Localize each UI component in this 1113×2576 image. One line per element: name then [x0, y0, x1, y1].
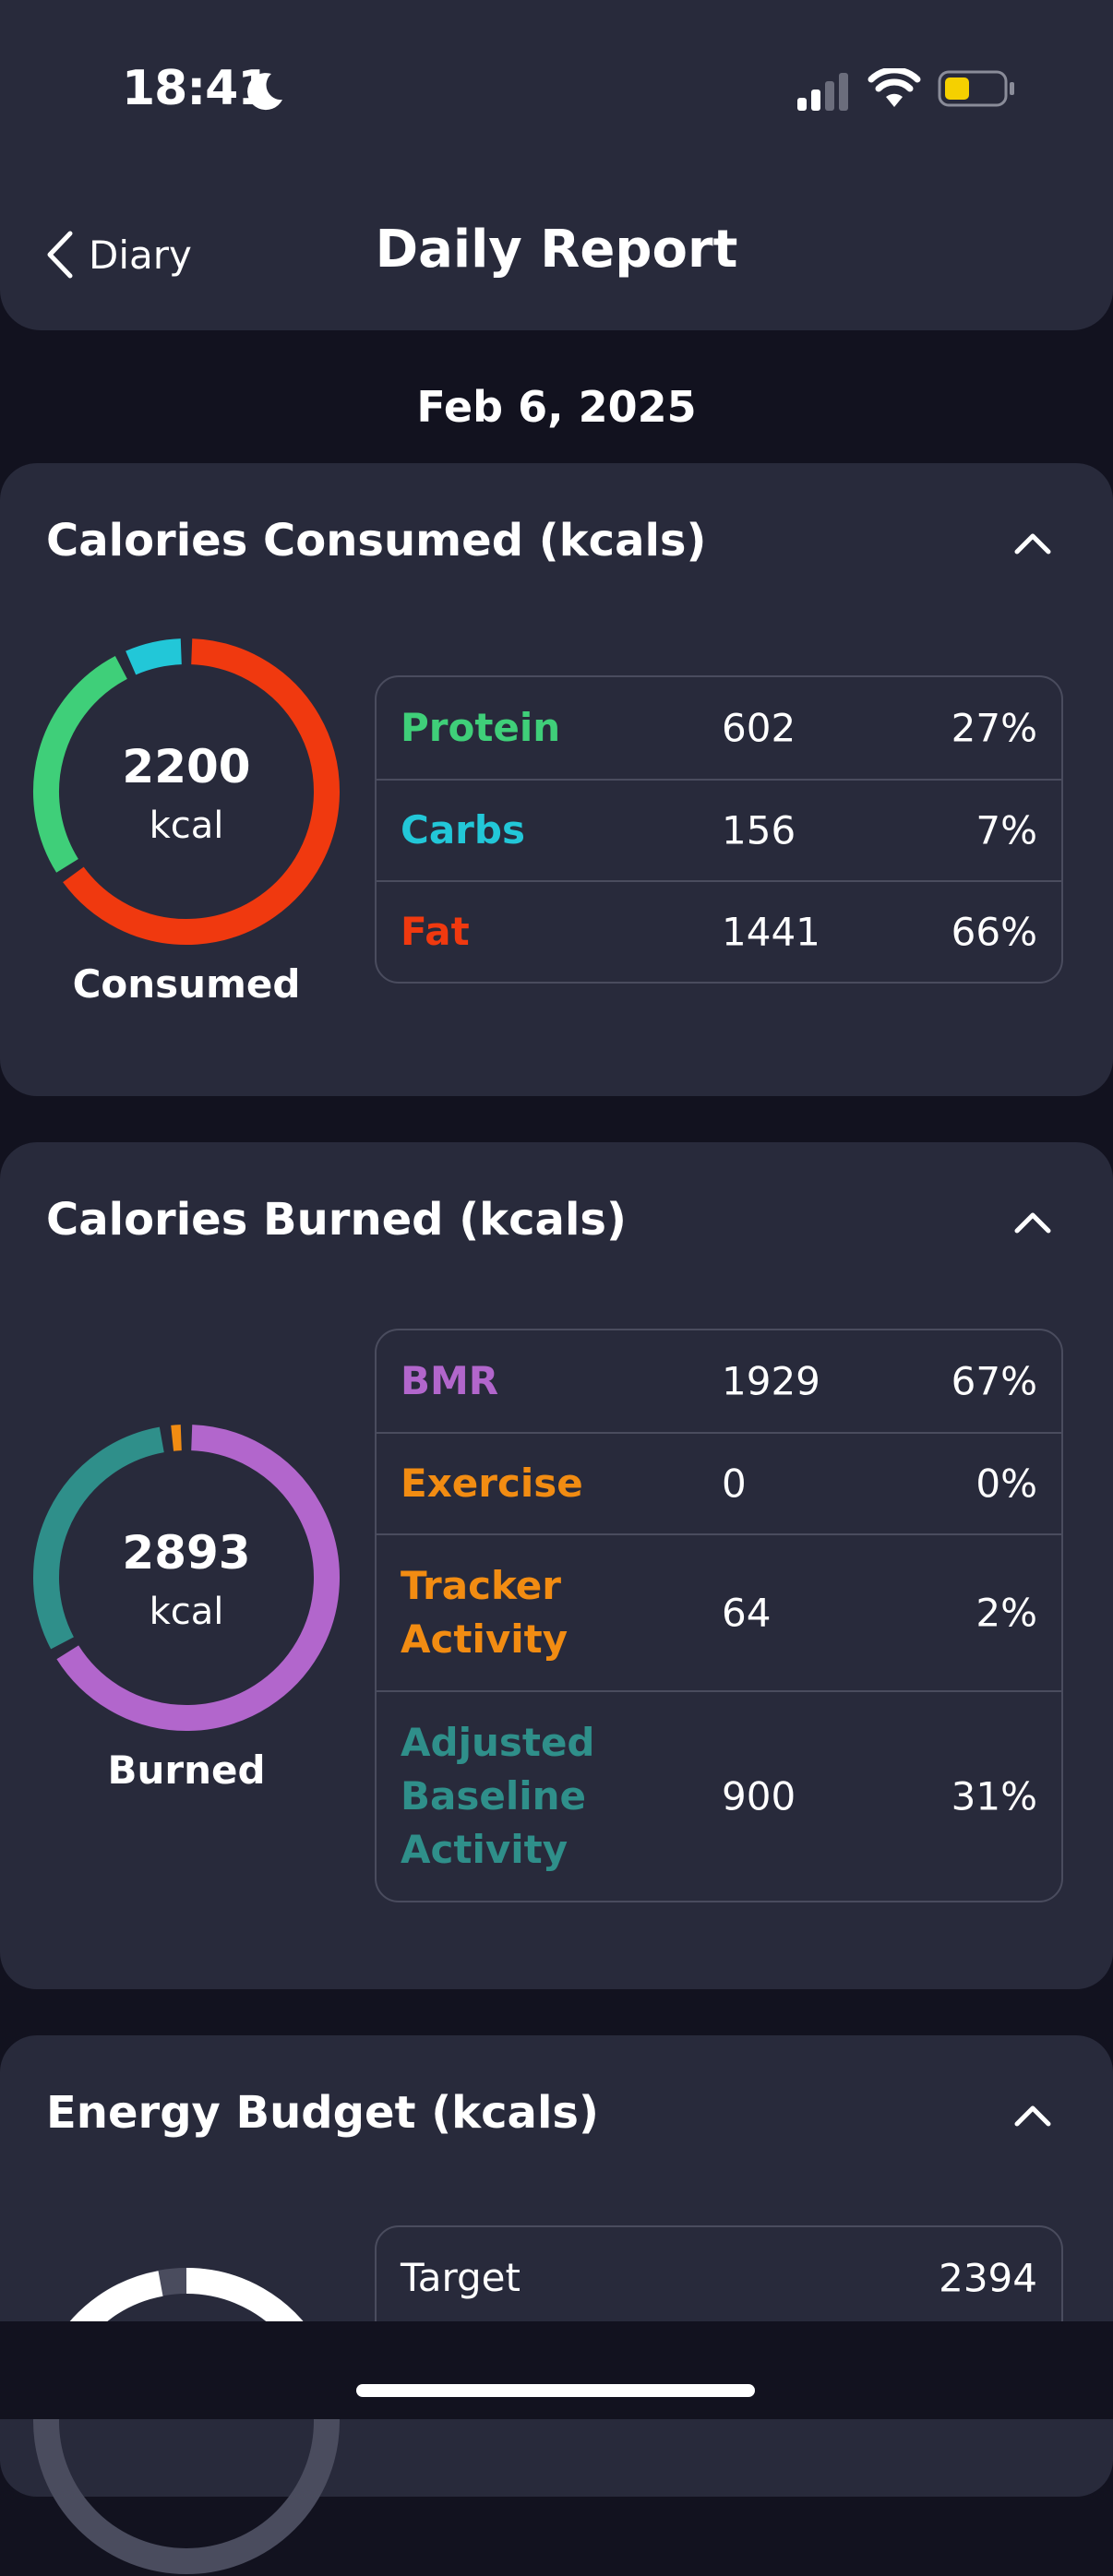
- protein-donut-segment: [33, 656, 128, 873]
- burned-donut-chart: [33, 1425, 340, 1731]
- table-row: Fat 1441 66%: [377, 880, 1061, 982]
- macro-percent: 27%: [951, 705, 1037, 751]
- activity-value: 900: [722, 1773, 796, 1819]
- header: [0, 0, 1113, 330]
- consumed-donut-segments: [33, 638, 340, 945]
- moon-icon: [247, 73, 282, 111]
- chevron-left-icon: [47, 231, 73, 279]
- activity-value: 64: [722, 1590, 772, 1636]
- wifi-icon: [868, 68, 921, 107]
- consumed-caption: Consumed: [72, 961, 301, 1007]
- burned-activity-table: BMR 1929 67% Exercise 0 0% Tracker Activ…: [375, 1329, 1063, 1902]
- calories-consumed-card: Calories Consumed (kcals) 2200 kcal Cons…: [0, 463, 1113, 1096]
- table-row: BMR 1929 67%: [377, 1330, 1061, 1432]
- burned-donut-segments: [33, 1425, 340, 1731]
- fat-donut-segment: [63, 638, 340, 945]
- battery-icon: [938, 70, 1014, 107]
- macro-name: Protein: [401, 705, 561, 750]
- consumed-donut-chart: [33, 638, 340, 945]
- home-indicator[interactable]: [356, 2384, 755, 2397]
- consumed-total: 2200: [122, 740, 251, 793]
- card-title: Calories Burned (kcals): [46, 1194, 627, 1246]
- tracker-donut-segment: [171, 1425, 182, 1451]
- bmr-donut-segment: [56, 1425, 340, 1731]
- carbs-donut-segment: [126, 638, 183, 675]
- status-time: 18:41: [122, 61, 271, 116]
- table-row: Target 2394: [377, 2227, 1061, 2329]
- report-date: Feb 6, 2025: [416, 382, 697, 432]
- table-row: Tracker Activity 64 2%: [377, 1533, 1061, 1690]
- budget-table: Target 2394: [375, 2225, 1063, 2410]
- activity-name: BMR: [401, 1358, 499, 1403]
- card-title: Energy Budget (kcals): [46, 2087, 599, 2139]
- consumed-unit: kcal: [149, 805, 224, 847]
- macro-value: 602: [722, 705, 796, 751]
- macro-value: 156: [722, 807, 796, 853]
- burned-total: 2893: [122, 1526, 251, 1580]
- consumed-macro-table: Protein 602 27% Carbs 156 7% Fat 1441 66…: [375, 675, 1063, 984]
- table-row: Adjusted Baseline Activity 900 31%: [377, 1690, 1061, 1901]
- activity-percent: 0%: [975, 1461, 1037, 1507]
- chevron-up-icon[interactable]: [1011, 522, 1054, 565]
- budget-value: 2394: [939, 2255, 1037, 2301]
- activity-percent: 31%: [951, 1773, 1037, 1819]
- table-row: Carbs 156 7%: [377, 779, 1061, 880]
- energy-budget-card: Energy Budget (kcals) Target 2394: [0, 2035, 1113, 2574]
- card-title: Calories Consumed (kcals): [46, 515, 707, 566]
- macro-name: Fat: [401, 909, 470, 954]
- activity-name: Tracker Activity: [401, 1563, 568, 1662]
- macro-percent: 66%: [951, 909, 1037, 955]
- table-row: Exercise 0 0%: [377, 1432, 1061, 1533]
- activity-percent: 67%: [951, 1358, 1037, 1404]
- cellular-signal-icon: [797, 73, 848, 111]
- activity-value: 0: [722, 1461, 747, 1507]
- macro-percent: 7%: [975, 807, 1037, 853]
- burned-unit: kcal: [149, 1591, 224, 1633]
- activity-name: Adjusted Baseline Activity: [401, 1720, 595, 1872]
- burned-caption: Burned: [107, 1747, 266, 1793]
- activity-percent: 2%: [975, 1590, 1037, 1636]
- budget-name: Target: [401, 2255, 521, 2300]
- budget-donut-chart: [33, 2267, 340, 2574]
- calories-burned-card: Calories Burned (kcals) 2893 kcal Burned…: [0, 1142, 1113, 1989]
- back-button[interactable]: Diary: [44, 225, 192, 284]
- chevron-up-icon[interactable]: [1011, 2094, 1054, 2137]
- status-bar: 18:41: [0, 0, 1113, 185]
- chevron-up-icon[interactable]: [1011, 1201, 1054, 1244]
- activity-value: 1929: [722, 1358, 820, 1404]
- table-row: Protein 602 27%: [377, 677, 1061, 779]
- macro-value: 1441: [722, 909, 820, 955]
- macro-name: Carbs: [401, 807, 525, 853]
- bottom-safe-area: [0, 2321, 1113, 2419]
- back-label: Diary: [89, 232, 192, 278]
- activity-name: Exercise: [401, 1461, 583, 1506]
- baseline-donut-segment: [33, 1426, 164, 1650]
